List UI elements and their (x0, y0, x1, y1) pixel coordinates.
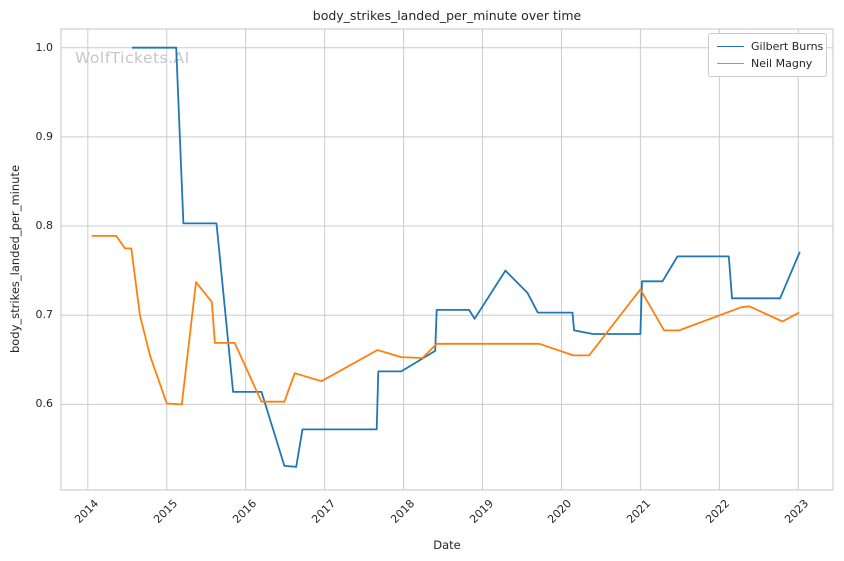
y-tick-label: 1.0 (35, 40, 54, 54)
legend-line-sample-icon (717, 63, 744, 64)
legend-item-neil-magny: Neil Magny (717, 55, 818, 72)
legend-label: Gilbert Burns (751, 40, 824, 53)
x-axis-label: Date (433, 538, 461, 552)
y-tick-label: 0.7 (35, 308, 54, 322)
y-tick-label: 0.8 (35, 219, 54, 233)
legend-item-gilbert-burns: Gilbert Burns (717, 38, 823, 55)
legend-label: Neil Magny (751, 57, 813, 70)
y-tick-label: 0.9 (35, 129, 54, 143)
axes-spines (60, 28, 834, 491)
legend-line-sample-icon (717, 46, 744, 47)
chart-title: body_strikes_landed_per_minute over time (312, 8, 582, 23)
series-line-neil-magny (91, 234, 800, 406)
watermark: WolfTickets.AI (75, 49, 190, 67)
y-tick-label: 0.6 (35, 397, 54, 411)
legend: Gilbert Burns Neil Magny (708, 33, 827, 77)
